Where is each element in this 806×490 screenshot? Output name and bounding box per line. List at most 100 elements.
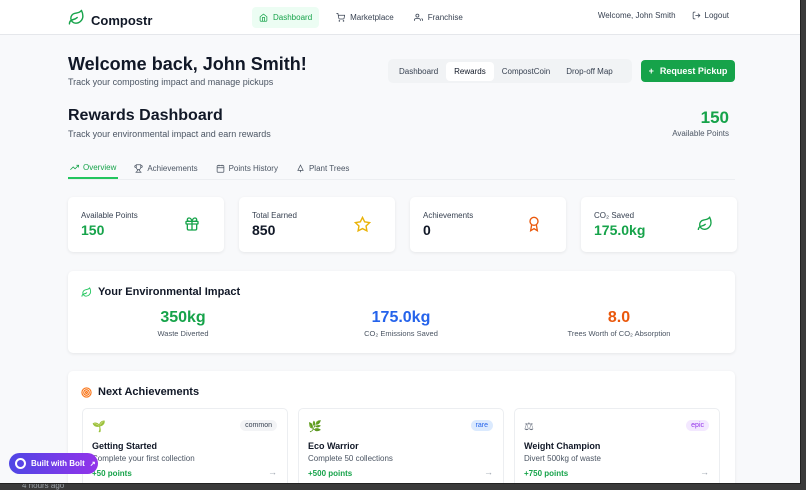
leaf-icon <box>697 216 712 231</box>
tab-compostcoin[interactable]: CompostCoin <box>501 66 551 76</box>
seedling-icon: 🌱 <box>92 421 106 433</box>
tab-dropoff-map[interactable]: Drop-off Map <box>566 66 613 76</box>
stat-card-co2-saved: CO₂ Saved 175.0kg <box>581 197 737 252</box>
subtab-achievements-label: Achievements <box>147 164 198 173</box>
subtab-overview[interactable]: Overview <box>68 158 119 179</box>
welcome-user-text: Welcome, John Smith <box>597 11 676 20</box>
subtab-plant-trees-label: Plant Trees <box>308 164 350 173</box>
trophy-icon <box>134 164 143 173</box>
external-link-icon: ↗ <box>89 460 96 468</box>
impact-title-text: Your Environmental Impact <box>98 286 241 298</box>
award-icon <box>529 216 539 232</box>
next-achievements-title-text: Next Achievements <box>98 386 200 398</box>
subtab-achievements[interactable]: Achievements <box>132 158 199 179</box>
subtab-overview-label: Overview <box>83 163 117 172</box>
header-user-area: Welcome, John Smith Logout <box>598 11 729 20</box>
achievement-points: +750 points <box>524 469 569 478</box>
achievement-title: Weight Champion <box>524 441 601 451</box>
request-pickup-button[interactable]: + Request Pickup <box>641 60 735 82</box>
achievement-desc: Complete 50 collections <box>308 454 393 463</box>
trending-up-icon <box>70 164 79 171</box>
achievement-points: +500 points <box>308 469 353 478</box>
achievement-card-eco-warrior[interactable]: 🌿 rare Eco Warrior Complete 50 collectio… <box>298 408 504 483</box>
gift-icon <box>185 217 199 231</box>
cart-icon <box>336 13 346 22</box>
stat-value: 0 <box>423 222 431 238</box>
stat-value: 150 <box>81 222 105 238</box>
impact-value: 175.0kg <box>371 309 431 326</box>
rarity-badge: rare <box>470 420 493 431</box>
nav-marketplace-label: Marketplace <box>350 13 394 22</box>
rewards-subtitle: Track your environmental impact and earn… <box>68 129 271 139</box>
background-timestamp: 4 hours ago <box>22 481 65 490</box>
impact-co2-saved: 175.0kg CO₂ Emissions Saved <box>301 309 501 338</box>
welcome-title: Welcome back, John Smith! <box>68 54 307 74</box>
tree-icon <box>297 164 304 173</box>
nav-franchise[interactable]: Franchise <box>407 7 470 28</box>
request-pickup-label: Request Pickup <box>659 66 728 76</box>
achievement-card-weight-champion[interactable]: ⚖ epic Weight Champion Divert 500kg of w… <box>514 408 720 483</box>
logout-label: Logout <box>704 11 729 20</box>
rarity-badge: common <box>240 420 277 431</box>
stat-label: Achievements <box>423 211 474 220</box>
leaf-logo-icon <box>68 9 85 31</box>
stat-value: 850 <box>252 222 276 238</box>
nav-dashboard[interactable]: Dashboard <box>252 7 320 28</box>
stat-card-achievements: Achievements 0 <box>410 197 566 252</box>
impact-title: Your Environmental Impact <box>81 286 240 298</box>
stat-label: CO₂ Saved <box>594 211 635 220</box>
rarity-badge: epic <box>686 420 709 431</box>
impact-label: Waste Diverted <box>157 329 209 338</box>
arrow-right-icon: → <box>700 467 709 477</box>
available-points-label: Available Points <box>672 129 729 138</box>
built-with-bolt-badge[interactable]: Built with Bolt ↗ <box>9 453 98 474</box>
stat-card-available-points: Available Points 150 <box>68 197 224 252</box>
impact-value: 8.0 <box>607 309 631 326</box>
rewards-title: Rewards Dashboard <box>68 107 223 124</box>
stats-row: Available Points 150 Total Earned 850 Ac… <box>68 197 737 252</box>
tab-dashboard[interactable]: Dashboard <box>399 66 439 76</box>
subtab-points-history-label: Points History <box>228 164 278 173</box>
stat-card-total-earned: Total Earned 850 <box>239 197 395 252</box>
bolt-badge-label: Built with Bolt <box>31 459 85 468</box>
nav-franchise-label: Franchise <box>427 13 463 22</box>
main-nav: Dashboard Marketplace Franchise <box>252 7 470 28</box>
tab-rewards[interactable]: Rewards <box>446 61 494 81</box>
subtab-plant-trees[interactable]: Plant Trees <box>294 158 351 179</box>
star-icon <box>354 216 371 233</box>
subtab-points-history[interactable]: Points History <box>214 158 280 179</box>
users-icon <box>413 13 423 21</box>
leaf-icon <box>81 286 92 297</box>
plus-icon: + <box>648 66 654 76</box>
achievement-title: Eco Warrior <box>308 441 359 451</box>
rewards-subtabs: Overview Achievements Points History Pla… <box>68 158 735 180</box>
logout-button[interactable]: Logout <box>692 11 729 20</box>
stat-label: Total Earned <box>252 211 297 220</box>
impact-trees: 8.0 Trees Worth of CO₂ Absorption <box>519 309 719 338</box>
achievement-title: Getting Started <box>92 441 158 451</box>
stat-label: Available Points <box>81 211 138 220</box>
top-navbar: Compostr Dashboard Marketplace Franchise… <box>0 0 800 35</box>
logout-icon <box>692 11 700 20</box>
arrow-right-icon: → <box>484 467 493 477</box>
target-icon <box>81 386 92 398</box>
achievement-card-getting-started[interactable]: 🌱 common Getting Started Complete your f… <box>82 408 288 483</box>
arrow-right-icon: → <box>268 467 277 477</box>
nav-dashboard-label: Dashboard <box>273 13 313 22</box>
brand-name: Compostr <box>91 12 153 28</box>
nav-marketplace[interactable]: Marketplace <box>329 7 401 28</box>
impact-waste-diverted: 350kg Waste Diverted <box>83 309 283 338</box>
welcome-subtitle: Track your composting impact and manage … <box>68 77 274 87</box>
section-tabs: Dashboard Rewards CompostCoin Drop-off M… <box>388 59 632 83</box>
achievement-points: +50 points <box>92 469 132 478</box>
herb-icon: 🌿 <box>308 421 322 433</box>
calendar-icon <box>216 164 224 173</box>
achievement-grid: 🌱 common Getting Started Complete your f… <box>82 408 720 483</box>
scale-icon: ⚖ <box>524 421 534 433</box>
next-achievements-title: Next Achievements <box>81 386 199 398</box>
impact-value: 350kg <box>160 309 206 326</box>
brand-logo[interactable]: Compostr <box>68 9 152 31</box>
achievement-desc: Complete your first collection <box>92 454 195 463</box>
achievement-desc: Divert 500kg of waste <box>524 454 601 463</box>
